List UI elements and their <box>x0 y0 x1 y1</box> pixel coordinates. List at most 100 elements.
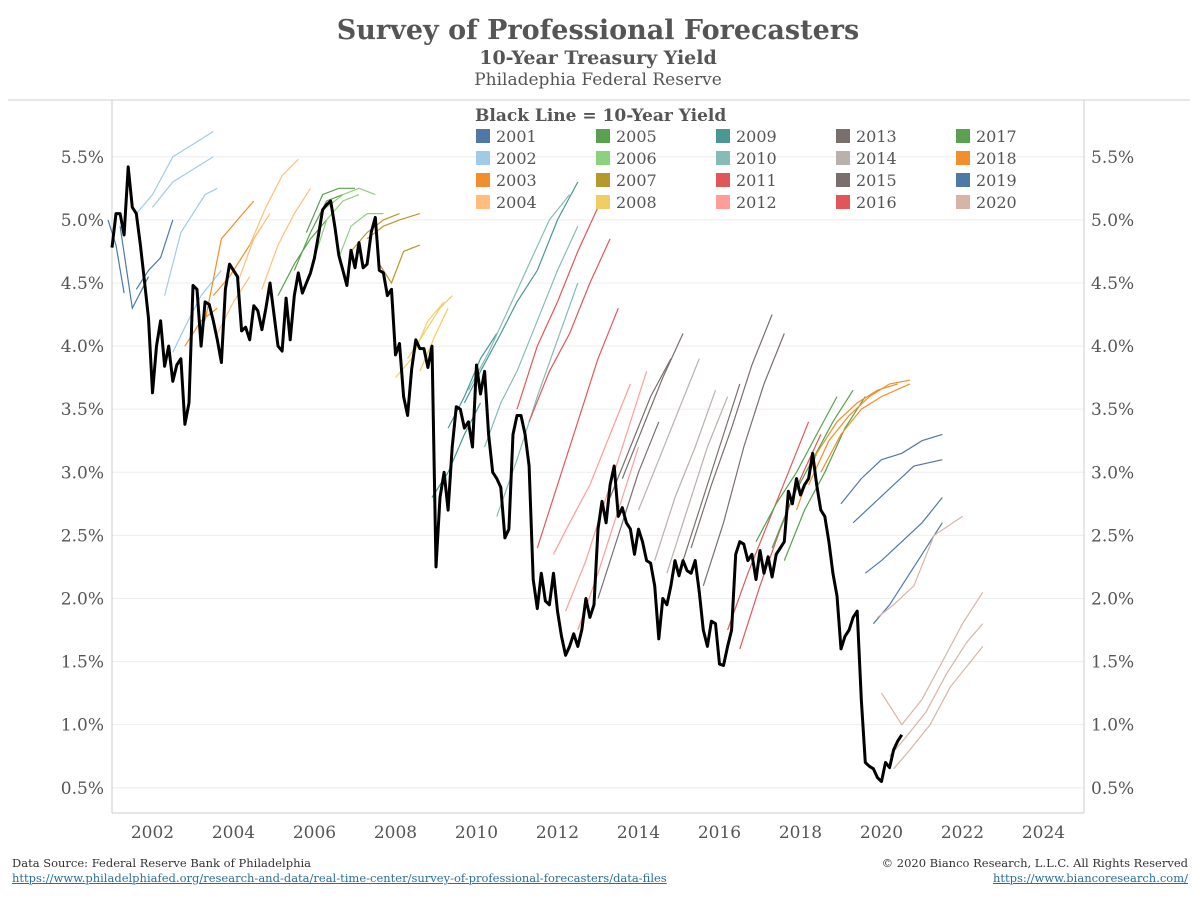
y-tick-label-left: 1.0% <box>61 716 104 736</box>
legend-label-2014: 2014 <box>856 149 897 168</box>
forecast-line-2013 <box>621 333 684 479</box>
legend-label-2004: 2004 <box>496 193 537 212</box>
chart-title: Survey of Professional Forecasters <box>337 15 859 46</box>
legend-label-2002: 2002 <box>496 149 537 168</box>
footer-source-link[interactable]: https://www.philadelphiafed.org/research… <box>12 871 667 885</box>
forecast-line-2001 <box>119 226 150 311</box>
axes: 0.5% 0.5% 1.0% 1.0% 1.5% 1.5% 2.0% 2.0% 2.5% 2.5%… <box>61 100 1134 843</box>
legend-swatch-2013 <box>836 129 850 143</box>
y-tick-label-right: 4.0% <box>1091 337 1134 357</box>
legend-swatch-2017 <box>956 129 970 143</box>
forecast-line-2009 <box>463 181 579 404</box>
y-tick-label-right: 3.5% <box>1091 400 1134 420</box>
forecast-line-2010 <box>484 225 579 448</box>
footer-copyright-text: © 2020 Bianco Research, L.L.C. All Right… <box>881 856 1188 870</box>
legend-label-2019: 2019 <box>976 171 1017 190</box>
forecast-line-2003 <box>204 200 255 321</box>
legend-swatch-2006 <box>596 151 610 165</box>
forecast-line-2020 <box>877 515 963 618</box>
forecast-line-2014 <box>637 358 700 511</box>
legend-label-2010: 2010 <box>736 149 777 168</box>
y-tick-label-right: 2.5% <box>1091 526 1134 546</box>
forecast-line-2012 <box>552 383 631 555</box>
legend-swatch-2011 <box>716 173 730 187</box>
forecast-line-2004 <box>261 187 312 290</box>
forecast-line-2013 <box>597 421 660 599</box>
legend-label-2018: 2018 <box>976 149 1017 168</box>
chart-subtitle: 10-Year Treasury Yield <box>479 47 717 69</box>
forecast-line-2014 <box>666 396 729 574</box>
footer-source-label: Data Source: Federal Reserve Bank of Phi… <box>12 856 312 870</box>
legend-label-2017: 2017 <box>976 127 1017 146</box>
y-tick-label-left: 2.0% <box>61 589 104 609</box>
legend-swatch-2015 <box>836 173 850 187</box>
x-tick-label: 2016 <box>698 823 741 843</box>
legend-swatch-2002 <box>476 151 490 165</box>
forecast-line-2004 <box>249 158 299 246</box>
y-tick-label-right: 5.5% <box>1091 148 1134 168</box>
legend-swatch-2008 <box>596 195 610 209</box>
forecast-line-2002 <box>152 156 214 208</box>
forecast-line-2005 <box>305 187 355 233</box>
y-tick-label-left: 5.5% <box>61 148 104 168</box>
forecast-line-2016 <box>727 421 810 631</box>
legend-label-2016: 2016 <box>856 193 897 212</box>
forecast-line-2001 <box>107 219 125 294</box>
y-tick-label-right: 1.5% <box>1091 653 1134 673</box>
y-tick-label-right: 0.5% <box>1091 779 1134 799</box>
x-tick-label: 2010 <box>455 823 498 843</box>
forecast-line-2018 <box>795 383 898 511</box>
forecast-line-2010 <box>467 194 571 391</box>
y-tick-label-right: 5.0% <box>1091 211 1134 231</box>
legend-swatch-2014 <box>836 151 850 165</box>
legend-label-2013: 2013 <box>856 127 897 146</box>
legend-label-2008: 2008 <box>616 193 657 212</box>
forecast-lines <box>107 130 984 770</box>
legend-swatch-2018 <box>956 151 970 165</box>
x-tick-label: 2020 <box>860 823 903 843</box>
forecast-line-2019 <box>840 433 943 505</box>
forecast-line-2015 <box>678 383 741 574</box>
legend-swatch-2016 <box>836 195 850 209</box>
legend-label-2005: 2005 <box>616 127 657 146</box>
footer-copyright: © 2020 Bianco Research, L.L.C. All Right… <box>882 856 1188 886</box>
y-tick-label-right: 3.0% <box>1091 463 1134 483</box>
y-tick-label-left: 4.5% <box>61 274 104 294</box>
forecast-line-2017 <box>755 396 838 542</box>
legend-label-2015: 2015 <box>856 171 897 190</box>
y-tick-label-left: 1.5% <box>61 653 104 673</box>
legend-swatch-2019 <box>956 173 970 187</box>
legend-swatch-2009 <box>716 129 730 143</box>
forecast-line-2005 <box>293 194 344 271</box>
gridlines <box>112 156 1084 789</box>
forecast-line-2002 <box>164 187 218 296</box>
y-tick-label-left: 4.0% <box>61 337 104 357</box>
x-tick-label: 2022 <box>941 823 984 843</box>
forecast-line-2001 <box>135 219 174 290</box>
forecast-line-2018 <box>820 383 911 473</box>
legend: Black Line = 10-Year Yield 2001 2002 2003 2… <box>475 106 1017 212</box>
forecast-line-2006 <box>338 213 384 258</box>
forecast-line-2015 <box>690 314 773 549</box>
x-tick-label: 2002 <box>131 823 174 843</box>
x-tick-label: 2004 <box>212 823 255 843</box>
legend-title: Black Line = 10-Year Yield <box>475 106 726 126</box>
forecast-line-2002 <box>135 130 214 214</box>
x-tick-label: 2018 <box>779 823 822 843</box>
legend-label-2012: 2012 <box>736 193 777 212</box>
x-tick-label: 2006 <box>293 823 336 843</box>
forecast-line-2019 <box>852 459 943 524</box>
forecast-line-2011 <box>516 207 599 410</box>
y-tick-label-right: 4.5% <box>1091 274 1134 294</box>
forecast-line-2019 <box>872 522 943 625</box>
footer-source: Data Source: Federal Reserve Bank of Phi… <box>12 856 667 886</box>
legend-swatch-2003 <box>476 173 490 187</box>
y-tick-label-left: 2.5% <box>61 526 104 546</box>
forecast-line-2006 <box>326 187 376 208</box>
y-tick-label-left: 5.0% <box>61 211 104 231</box>
footer-site-link[interactable]: https://www.biancoresearch.com/ <box>992 871 1188 885</box>
legend-swatch-2007 <box>596 173 610 187</box>
ten-year-yield-line <box>110 165 904 783</box>
forecast-line-2006 <box>309 194 360 271</box>
